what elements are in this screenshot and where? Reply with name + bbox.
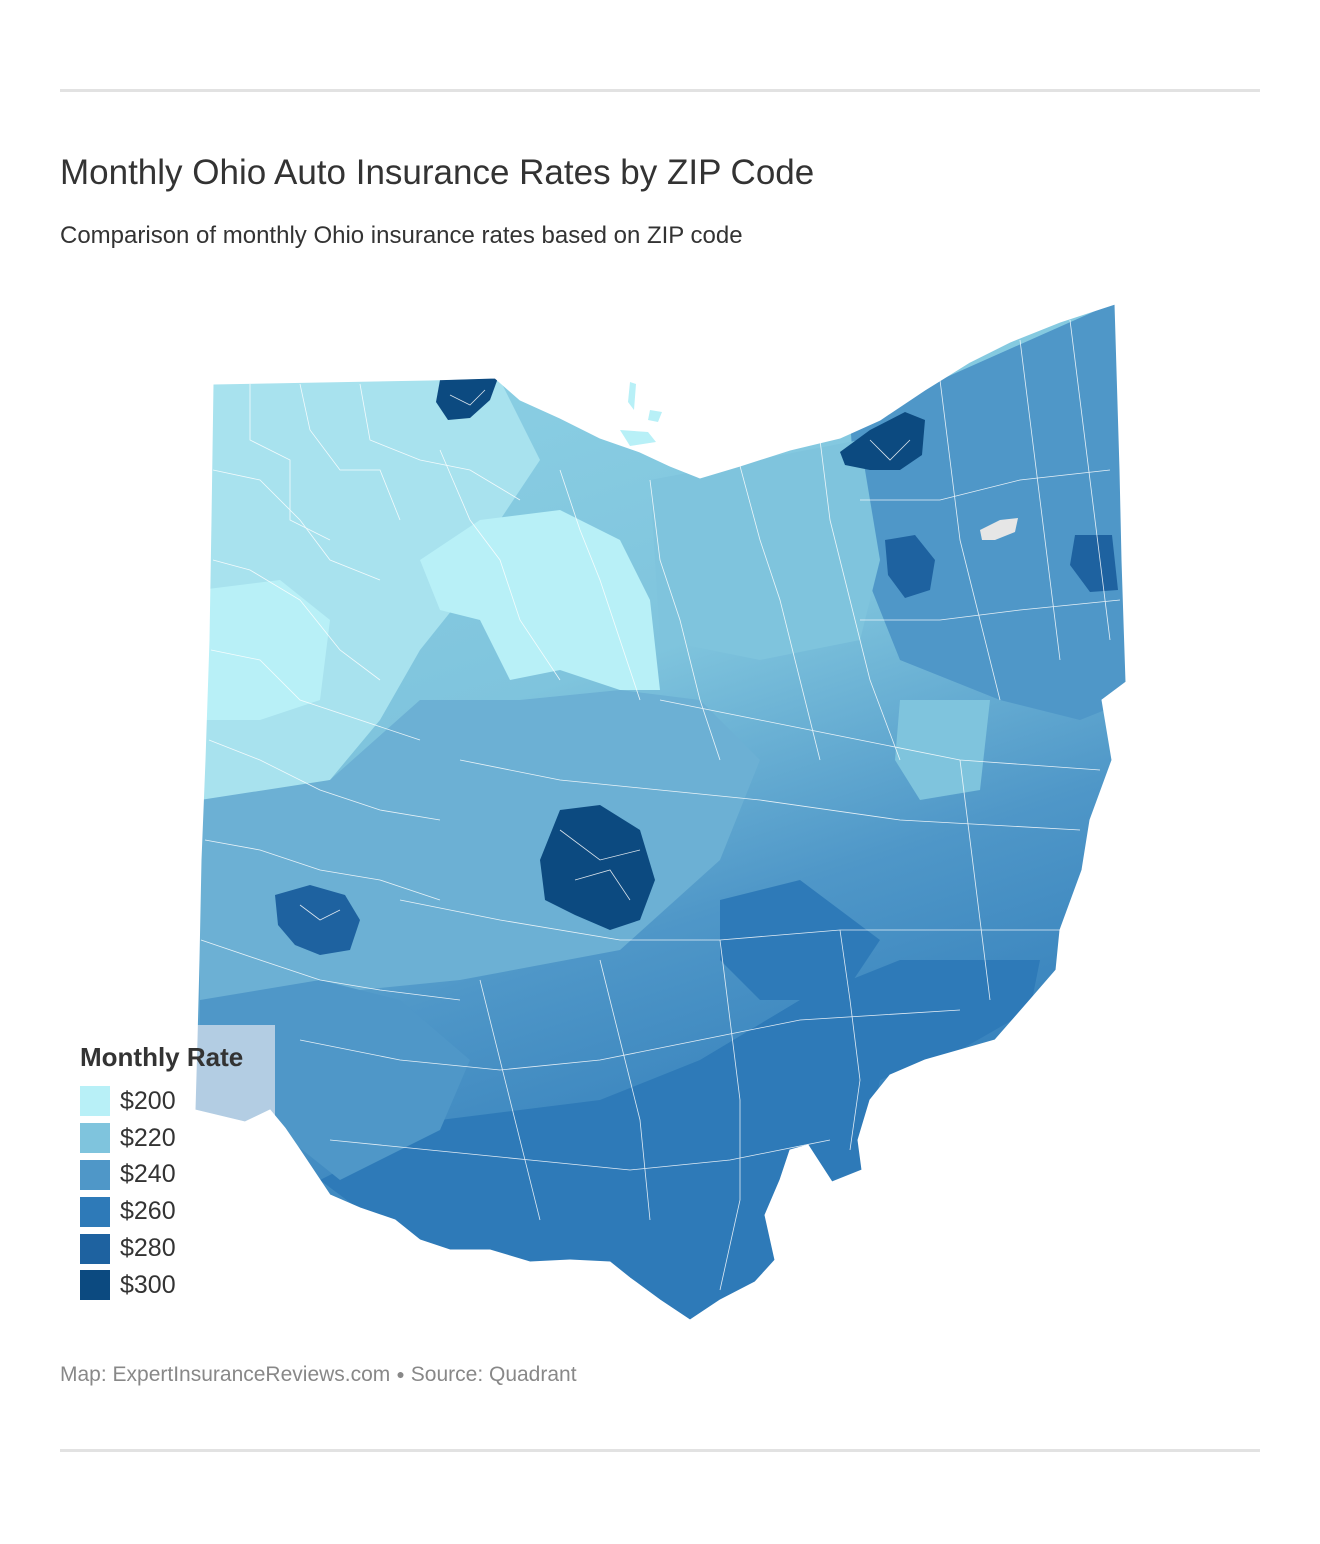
- lake-erie-islands: [620, 382, 662, 446]
- top-divider: [60, 89, 1260, 92]
- metro-cleveland: [840, 412, 925, 470]
- region-northeast: [850, 304, 1126, 720]
- region-north-central: [650, 440, 880, 660]
- map-credit: Map: ExpertInsuranceReviews.com ● Source: …: [60, 1363, 577, 1387]
- legend-swatch: [80, 1270, 110, 1301]
- reservoir: [980, 518, 1018, 540]
- region-east-light: [895, 700, 990, 800]
- legend-item: $240: [80, 1157, 243, 1194]
- legend-item: $300: [80, 1267, 243, 1304]
- legend-item: $220: [80, 1120, 243, 1157]
- region-west-lightest: [200, 580, 330, 720]
- legend-label: $240: [120, 1160, 176, 1189]
- legend-item: $280: [80, 1230, 243, 1267]
- metro-toledo: [436, 378, 498, 420]
- map-legend: Monthly Rate $200 $220 $240 $260 $280 $300: [80, 1042, 243, 1304]
- region-southeast-dark: [720, 880, 880, 1000]
- region-central-north-lightest: [420, 510, 660, 690]
- metro-cincinnati: [195, 1025, 275, 1122]
- legend-swatch: [80, 1233, 110, 1264]
- source-credit-text: Source: Quadrant: [410, 1363, 577, 1386]
- region-south: [320, 960, 1040, 1320]
- page-subtitle: Comparison of monthly Ohio insurance rat…: [60, 222, 743, 249]
- metro-youngstown: [1070, 535, 1118, 592]
- rate-regions: [195, 304, 1126, 1320]
- map-credit-text: Map: ExpertInsuranceReviews.com: [60, 1363, 391, 1386]
- legend-swatch: [80, 1196, 110, 1227]
- legend-label: $200: [120, 1086, 176, 1115]
- separator-dot: ●: [396, 1366, 405, 1382]
- legend-title: Monthly Rate: [80, 1042, 244, 1072]
- legend-items: $200 $220 $240 $260 $280 $300: [80, 1083, 243, 1304]
- legend-label: $300: [120, 1270, 176, 1299]
- legend-label: $220: [120, 1123, 176, 1152]
- metro-dayton: [275, 885, 360, 955]
- bottom-divider: [60, 1449, 1260, 1452]
- legend-item: $260: [80, 1193, 243, 1230]
- legend-label: $260: [120, 1197, 176, 1226]
- legend-swatch: [80, 1086, 110, 1117]
- metro-akron: [885, 535, 935, 598]
- zip-boundaries: [200, 319, 1121, 1291]
- page-title: Monthly Ohio Auto Insurance Rates by ZIP…: [60, 153, 815, 192]
- legend-label: $280: [120, 1234, 176, 1263]
- legend-swatch: [80, 1123, 110, 1154]
- legend-swatch: [80, 1159, 110, 1190]
- legend-item: $200: [80, 1083, 243, 1120]
